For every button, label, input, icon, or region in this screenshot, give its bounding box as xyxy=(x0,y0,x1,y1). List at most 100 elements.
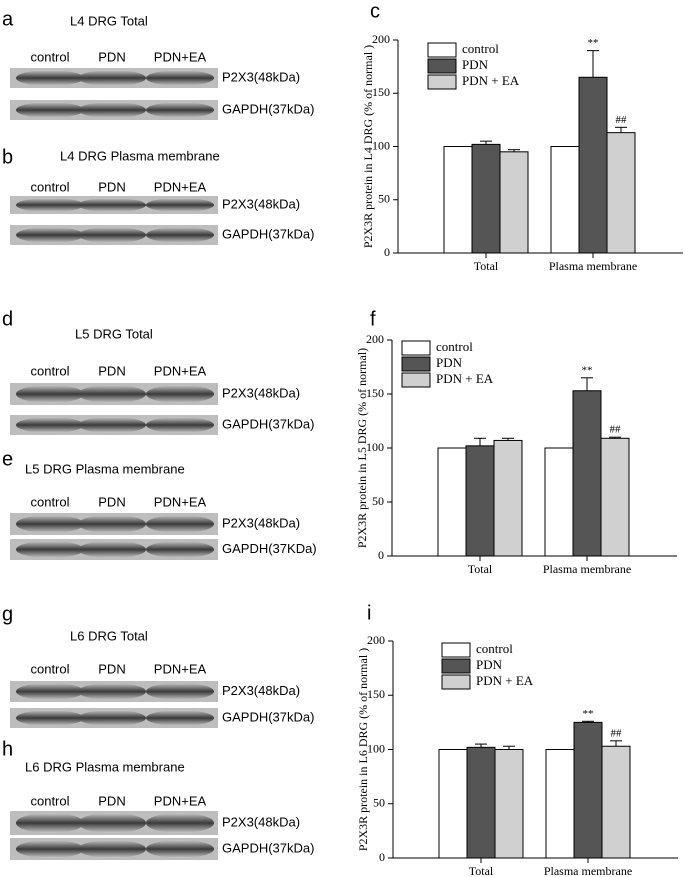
blot-band xyxy=(146,710,214,726)
bar xyxy=(437,447,467,557)
lane-label: PDN xyxy=(98,363,125,378)
blot-band xyxy=(78,102,146,118)
bar xyxy=(550,146,580,254)
significance-mark: ** xyxy=(588,37,599,49)
blot-title: L6 DRG Plasma membrane xyxy=(25,759,185,774)
lane-label: PDN+EA xyxy=(154,494,207,509)
band-label: GAPDH(37kDa) xyxy=(222,709,314,724)
blot-band xyxy=(146,70,214,86)
blot-panel: b L4 DRG Plasma membrane control PDN PDN+EA P… xyxy=(2,146,314,245)
bar xyxy=(494,749,524,859)
significance-mark: ## xyxy=(616,114,628,126)
y-tick-label: 0 xyxy=(378,548,384,562)
lane-label: PDN+EA xyxy=(154,49,207,64)
bar xyxy=(572,390,602,557)
blot-band xyxy=(78,70,146,86)
bar xyxy=(471,143,501,254)
bar xyxy=(438,749,468,859)
y-tick-label: 50 xyxy=(373,796,385,810)
y-tick-label: 50 xyxy=(378,192,390,206)
blot-band xyxy=(146,385,214,403)
band-label: GAPDH(37kDa) xyxy=(222,101,314,116)
bar xyxy=(545,749,575,859)
blot-band xyxy=(146,813,214,833)
significance-mark: ## xyxy=(610,424,622,436)
lane-label: PDN xyxy=(98,494,125,509)
blot-band xyxy=(78,515,146,533)
y-axis-label: P2X3R protein in L6 DRG (% of normal ) xyxy=(356,648,370,851)
band-label: P2X3(48kDa) xyxy=(222,69,300,84)
bar xyxy=(499,151,529,254)
lane-label: PDN+EA xyxy=(154,793,207,808)
legend-label: PDN + EA xyxy=(436,371,494,386)
x-tick-label: Plasma membrane xyxy=(544,864,632,877)
band-label: GAPDH(37kDa) xyxy=(222,226,314,241)
x-tick-label: Total xyxy=(468,562,493,576)
x-tick-label: Total xyxy=(474,259,499,273)
y-tick-label: 150 xyxy=(372,85,390,99)
blot-band xyxy=(78,710,146,726)
legend-swatch xyxy=(401,372,431,388)
blot-band xyxy=(146,840,214,858)
y-tick-label: 150 xyxy=(366,386,384,400)
blot-band xyxy=(78,541,146,558)
band-label: P2X3(48kDa) xyxy=(222,196,300,211)
blot-band xyxy=(146,683,214,700)
legend-swatch xyxy=(441,674,471,690)
y-tick-label: 150 xyxy=(367,687,385,701)
lane-label: PDN xyxy=(98,661,125,676)
y-tick-label: 200 xyxy=(366,332,384,346)
lane-label: PDN+EA xyxy=(154,661,207,676)
blot-band xyxy=(78,198,146,212)
panel-letter: d xyxy=(2,308,13,330)
legend-label: PDN xyxy=(462,57,489,72)
blot-panel: d L5 DRG Total control PDN PDN+EA P2X3(48kDa)… xyxy=(2,308,314,435)
lane-label: control xyxy=(30,363,69,378)
legend-swatch xyxy=(427,58,457,74)
y-tick-label: 0 xyxy=(379,850,385,864)
bar xyxy=(606,132,636,254)
blot-band xyxy=(78,227,146,243)
lane-label: control xyxy=(30,494,69,509)
blot-title: L6 DRG Total xyxy=(70,628,148,643)
y-tick-label: 200 xyxy=(367,633,385,647)
blot-band xyxy=(146,102,214,118)
y-tick-label: 50 xyxy=(372,494,384,508)
legend-label: PDN + EA xyxy=(476,673,534,688)
blot-band xyxy=(16,417,84,433)
blot-band xyxy=(16,541,84,558)
panel-letter: h xyxy=(2,738,13,760)
blot-band xyxy=(78,683,146,700)
legend-swatch xyxy=(427,74,457,90)
legend-swatch xyxy=(401,356,431,372)
legend-swatch xyxy=(401,340,431,356)
panel-letter: g xyxy=(2,603,13,625)
lane-label: PDN+EA xyxy=(154,179,207,194)
bar xyxy=(601,745,631,859)
panel-letter: i xyxy=(367,602,371,624)
blot-title: L5 DRG Plasma membrane xyxy=(25,461,185,476)
significance-mark: ** xyxy=(582,364,593,376)
blot-band xyxy=(146,198,214,212)
blot-band xyxy=(78,385,146,403)
lane-label: PDN xyxy=(98,793,125,808)
bar-chart: i P2X3R protein in L6 DRG (% of normal ) 0… xyxy=(356,602,678,877)
blot-band xyxy=(146,227,214,243)
blot-band xyxy=(16,813,84,833)
band-label: GAPDH(37kDa) xyxy=(222,840,314,855)
y-axis-label: P2X3R protein in L5 DRG (% of normal) xyxy=(355,348,369,548)
blot-title: L4 DRG Plasma membrane xyxy=(60,148,220,163)
y-axis-label: P2X3R protein in L4 DRG (% of normal ) xyxy=(361,45,375,248)
legend-label: PDN + EA xyxy=(462,73,520,88)
legend-label: control xyxy=(476,641,513,656)
legend-label: PDN xyxy=(476,657,503,672)
lane-label: control xyxy=(30,179,69,194)
lane-label: PDN+EA xyxy=(154,363,207,378)
blot-band xyxy=(78,417,146,433)
blot-band xyxy=(16,515,84,533)
blot-band xyxy=(16,710,84,726)
band-label: GAPDH(37kDa) xyxy=(222,416,314,431)
blot-band xyxy=(78,840,146,858)
blot-panel: g L6 DRG Total control PDN PDN+EA P2X3(48kDa)… xyxy=(2,603,314,728)
legend-label: PDN xyxy=(436,355,463,370)
